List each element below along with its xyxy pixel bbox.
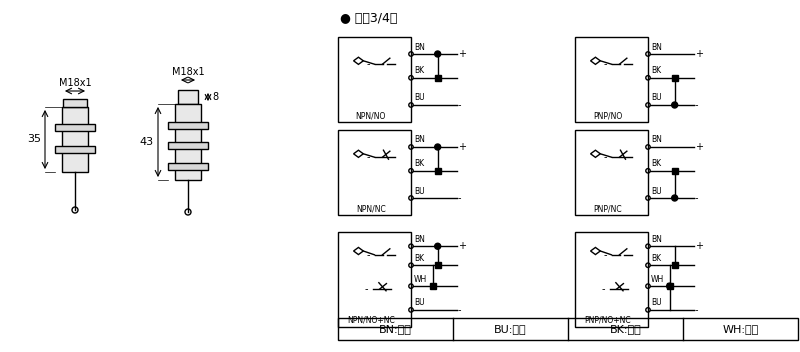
Text: BN: BN [651, 235, 662, 244]
Text: BN: BN [651, 43, 662, 51]
Text: -: - [695, 100, 698, 110]
Text: BN:棕色: BN:棕色 [379, 324, 412, 334]
Text: -: - [604, 59, 607, 69]
Bar [338, 318, 798, 340]
Bar [62, 107, 88, 172]
Text: -: - [458, 100, 462, 110]
Text: BU: BU [414, 94, 425, 102]
Circle shape [666, 283, 673, 289]
Text: +: + [695, 142, 703, 152]
Text: PNP/NO: PNP/NO [594, 112, 622, 120]
Bar [575, 130, 648, 215]
Text: WH:白色: WH:白色 [722, 324, 758, 334]
Text: -: - [695, 305, 698, 315]
Bar [672, 75, 678, 81]
Text: -: - [367, 59, 370, 69]
Bar [672, 168, 678, 174]
Bar [338, 232, 411, 327]
Text: BK: BK [414, 254, 424, 263]
Text: +: + [695, 241, 703, 251]
Bar [63, 99, 86, 107]
Text: +: + [695, 49, 703, 59]
Circle shape [434, 51, 441, 57]
Text: NPN/NO+NC: NPN/NO+NC [347, 316, 394, 325]
Text: BU: BU [651, 94, 662, 102]
Bar [168, 142, 208, 149]
Text: PNP/NO+NC: PNP/NO+NC [585, 316, 631, 325]
Circle shape [434, 243, 441, 249]
Text: WH: WH [414, 275, 427, 284]
Bar [672, 262, 678, 268]
Text: NPN/NO: NPN/NO [356, 112, 386, 120]
Text: BK: BK [414, 159, 424, 168]
Circle shape [434, 144, 441, 150]
Circle shape [672, 195, 678, 201]
Bar [338, 37, 411, 122]
Text: WH: WH [651, 275, 664, 284]
Bar [168, 163, 208, 170]
Bar [434, 168, 441, 174]
Text: BU: BU [651, 187, 662, 195]
Text: BK: BK [414, 66, 424, 75]
Text: +: + [458, 49, 466, 59]
Bar [430, 283, 436, 289]
Bar [168, 122, 208, 129]
Text: -: - [365, 284, 369, 294]
Bar [55, 124, 95, 131]
Circle shape [672, 102, 678, 108]
Text: BU: BU [414, 298, 425, 307]
Bar [434, 262, 441, 268]
Text: -: - [602, 284, 606, 294]
Text: BN: BN [414, 235, 425, 244]
Bar [338, 130, 411, 215]
Bar [434, 75, 441, 81]
Text: 8: 8 [212, 92, 218, 102]
Bar [575, 37, 648, 122]
Text: 35: 35 [27, 134, 41, 145]
Text: BU: BU [414, 187, 425, 195]
Text: +: + [458, 142, 466, 152]
Text: -: - [367, 152, 370, 162]
Text: -: - [458, 305, 462, 315]
Text: -: - [458, 193, 462, 203]
Text: BK: BK [651, 159, 661, 168]
Text: BN: BN [651, 136, 662, 145]
Bar [575, 232, 648, 327]
Text: M18x1: M18x1 [172, 67, 204, 77]
Bar [666, 283, 673, 289]
Text: ● 直流3/4线: ● 直流3/4线 [340, 12, 398, 25]
Text: BK:黑色: BK:黑色 [610, 324, 642, 334]
Text: BU:兰色: BU:兰色 [494, 324, 527, 334]
Text: BN: BN [414, 43, 425, 51]
Text: NPN/NC: NPN/NC [356, 205, 386, 214]
Bar [178, 90, 198, 104]
Text: -: - [367, 250, 370, 260]
Text: BK: BK [651, 66, 661, 75]
Bar [55, 146, 95, 153]
Bar [175, 104, 201, 180]
Text: BK: BK [651, 254, 661, 263]
Text: BU: BU [651, 298, 662, 307]
Text: M18x1: M18x1 [58, 78, 91, 88]
Text: -: - [604, 250, 607, 260]
Text: -: - [604, 152, 607, 162]
Text: PNP/NC: PNP/NC [594, 205, 622, 214]
Text: BN: BN [414, 136, 425, 145]
Text: -: - [695, 193, 698, 203]
Text: 43: 43 [140, 137, 154, 147]
Text: +: + [458, 241, 466, 251]
